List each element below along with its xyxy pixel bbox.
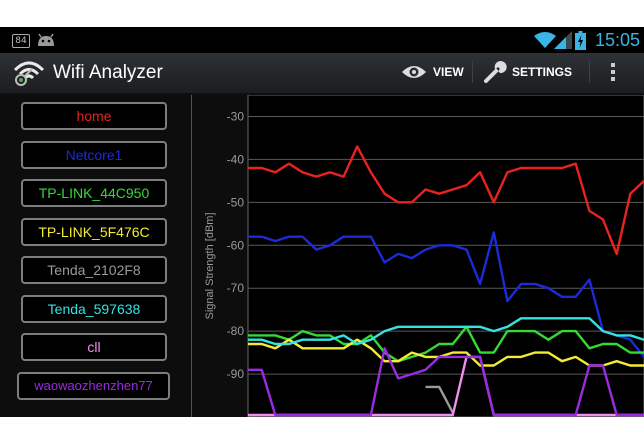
- network-item[interactable]: Netcore1: [21, 140, 167, 169]
- network-item[interactable]: TP-LINK_5F476C: [21, 217, 167, 246]
- series-line-home: [248, 145, 644, 256]
- wifi-analyzer-app-icon[interactable]: [12, 58, 46, 88]
- app-title: Wifi Analyzer: [53, 62, 163, 83]
- action-divider: [472, 61, 473, 83]
- settings-button[interactable]: SETTINGS: [483, 57, 572, 87]
- settings-label: SETTINGS: [512, 65, 573, 79]
- signal-chart: -30 -40 -50 -60 -70 -80 -90 Signal Strength [dB…: [191, 94, 644, 417]
- network-item[interactable]: Tenda_2102F8: [21, 256, 167, 284]
- cell-signal-icon: [554, 31, 572, 49]
- wrench-icon: [484, 61, 507, 83]
- y-tick-label: -70: [227, 281, 245, 295]
- action-divider: [589, 61, 590, 83]
- clock: 15:05: [595, 30, 641, 50]
- status-bar: 84 15:05: [0, 27, 644, 53]
- network-item[interactable]: home: [21, 102, 167, 130]
- series-line-tp-link_5f476c: [248, 338, 644, 367]
- y-tick-label: -60: [227, 238, 245, 252]
- network-list: home Netcore1 TP-LINK_44C950 TP-LINK_5F476C…: [0, 95, 192, 417]
- plot-area: [247, 94, 644, 417]
- wifi-status-icon: [534, 32, 556, 48]
- y-tick-label: -30: [227, 109, 245, 123]
- view-label: VIEW: [433, 65, 464, 79]
- eye-icon: [402, 66, 426, 78]
- y-axis-label: Signal Strength [dBm]: [204, 212, 216, 319]
- notification-count-icon: 84: [12, 34, 30, 48]
- series-line-waowaozhenzhen77: [248, 347, 644, 417]
- battery-charging-icon: [575, 31, 586, 50]
- series-line-tenda_2102f8: [425, 385, 454, 414]
- series-line-tp-link_44c950: [248, 325, 644, 363]
- network-item[interactable]: cll: [21, 333, 167, 361]
- view-button[interactable]: VIEW: [401, 57, 464, 87]
- series-line-netcore1: [248, 231, 644, 358]
- android-icon: [38, 33, 54, 46]
- content-area: home Netcore1 TP-LINK_44C950 TP-LINK_5F476C…: [0, 94, 644, 417]
- overflow-menu-icon[interactable]: [608, 61, 618, 85]
- series-line-tenda_597638: [248, 317, 644, 346]
- network-item[interactable]: Tenda_597638: [21, 294, 167, 323]
- phone-screen: 84 15:05 Wifi Analyzer: [0, 27, 644, 417]
- y-tick-label: -90: [227, 367, 245, 381]
- signal-chart-svg: -30 -40 -50 -60 -70 -80 -90 Signal Strength [dB…: [204, 94, 644, 417]
- network-item[interactable]: TP-LINK_44C950: [21, 179, 167, 207]
- y-tick-label: -50: [227, 195, 245, 209]
- network-item[interactable]: waowaozhenzhen77: [17, 371, 170, 400]
- action-bar: Wifi Analyzer VIEW SETTINGS: [0, 53, 644, 95]
- y-tick-label: -40: [227, 152, 245, 166]
- y-tick-label: -80: [227, 324, 245, 338]
